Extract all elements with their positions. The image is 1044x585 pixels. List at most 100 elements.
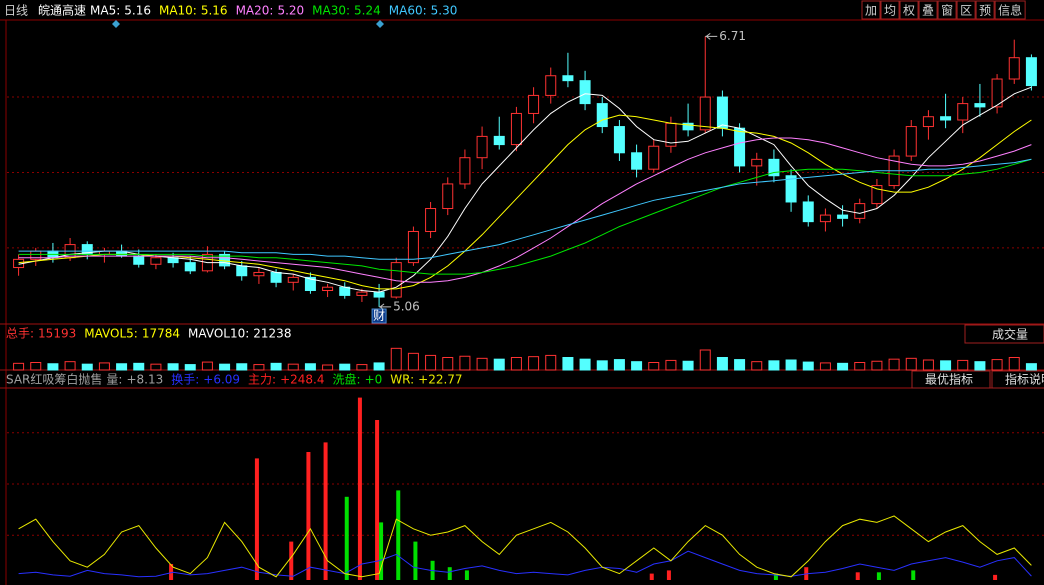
candle-body (579, 80, 591, 105)
indicator-bar (375, 420, 380, 580)
panel-button-label[interactable]: 指标说明 (1005, 372, 1044, 387)
volume-bar (940, 360, 952, 371)
toolbar-button-label[interactable]: 窗 (941, 4, 953, 18)
indicator-bar (396, 490, 401, 580)
ma-legend-name: MA20: (236, 4, 274, 18)
toolbar-button[interactable] (899, 0, 919, 20)
panel-button-label[interactable]: 最优指标 (925, 372, 973, 387)
panel-button[interactable] (991, 370, 1044, 389)
candle-body (442, 183, 454, 210)
volume-bar (579, 358, 591, 371)
candle-body (785, 175, 797, 203)
panel-button-label[interactable]: 成交量 (992, 327, 1028, 342)
volume-bar (682, 360, 694, 371)
volume-bar (425, 354, 437, 371)
toolbar-button-label[interactable]: 信息 (998, 3, 1022, 18)
toolbar-button-label[interactable]: 加 (865, 4, 877, 18)
candle-body (922, 116, 934, 128)
volume-bar (476, 357, 488, 371)
ma-line (18, 86, 1032, 293)
candle-body (339, 286, 351, 296)
toolbar-button[interactable] (880, 0, 900, 20)
toolbar-button[interactable] (861, 0, 881, 20)
volume-bar (854, 362, 866, 371)
low-label: 5.06 (393, 299, 420, 313)
volume-bar (407, 352, 419, 371)
indicator-bar (649, 573, 654, 580)
volume-bar (270, 362, 282, 371)
candle-body (287, 276, 299, 283)
candle-body (699, 96, 711, 131)
toolbar-button[interactable] (937, 0, 957, 20)
candle-body (819, 214, 831, 223)
indicator-bar (993, 574, 998, 580)
volume-bar (442, 357, 454, 371)
volume-bar (768, 360, 780, 371)
indicator-legend-value: +248.4 (280, 373, 324, 387)
indicator-legend-name: 主力: (248, 373, 276, 387)
candle-body (562, 75, 574, 82)
volume-readout-label: MAVOL5: (84, 327, 138, 341)
toolbar-button[interactable] (975, 0, 995, 20)
event-box (371, 308, 387, 324)
indicator-bar (666, 570, 671, 580)
indicator-legend-name: WR: (390, 373, 414, 387)
ma-legend-name: MA5: (90, 4, 120, 18)
candle-body (716, 96, 728, 129)
volume-bar (1025, 363, 1037, 371)
indicator-legend-name: 换手: (171, 373, 199, 387)
candle-body (905, 126, 917, 157)
ma-legend-value: 5.20 (277, 4, 304, 18)
volume-bar (734, 359, 746, 371)
indicator-readout-value: +8.13 (126, 373, 163, 387)
candle-body (459, 157, 471, 185)
volume-bar (871, 360, 883, 371)
volume-readout-label: 总手: (6, 327, 34, 341)
volume-bar (991, 359, 1003, 371)
volume-bar (184, 364, 196, 371)
volume-bar (116, 363, 128, 371)
volume-bar (219, 363, 231, 371)
volume-bar (631, 361, 643, 371)
indicator-bar (357, 397, 362, 580)
toolbar-button-label[interactable]: 区 (960, 4, 972, 18)
volume-bar (802, 361, 814, 371)
toolbar-button[interactable] (994, 0, 1026, 20)
candle-body (425, 208, 437, 232)
candle-body (150, 257, 162, 265)
volume-bar (304, 363, 316, 371)
candle-body (133, 255, 145, 265)
volume-bar (133, 362, 145, 371)
ma-line (18, 137, 1032, 283)
toolbar-button[interactable] (956, 0, 976, 20)
toolbar-button-label[interactable]: 预 (979, 4, 991, 18)
volume-bar (64, 361, 76, 371)
panel-button[interactable] (911, 370, 991, 389)
candle-body (957, 103, 969, 121)
candle-body (802, 201, 814, 223)
volume-bar (81, 363, 93, 371)
volume-readout-value: 15193 (38, 327, 76, 341)
candle-body (476, 135, 488, 159)
ma-legend-value: 5.30 (431, 4, 458, 18)
toolbar-button[interactable] (918, 0, 938, 20)
indicator-legend-value: +22.77 (418, 373, 462, 387)
volume-bar (665, 359, 677, 371)
panel-button[interactable] (964, 324, 1044, 344)
ma-legend-name: MA10: (159, 4, 197, 18)
volume-bar (322, 364, 334, 371)
toolbar-button-label[interactable]: 均 (884, 4, 896, 18)
candle-body (253, 271, 265, 277)
candle-body (1025, 57, 1037, 87)
toolbar-button-label[interactable]: 权 (903, 4, 915, 18)
candle-body (768, 158, 780, 177)
candle-body (991, 78, 1003, 108)
volume-bar (837, 362, 849, 371)
toolbar-button-label[interactable]: 叠 (922, 4, 934, 18)
event-label: 财 (373, 309, 385, 323)
volume-bar (1008, 357, 1020, 371)
indicator-title: SAR红吸筹白抛售 (6, 372, 102, 387)
volume-bar (287, 363, 299, 371)
